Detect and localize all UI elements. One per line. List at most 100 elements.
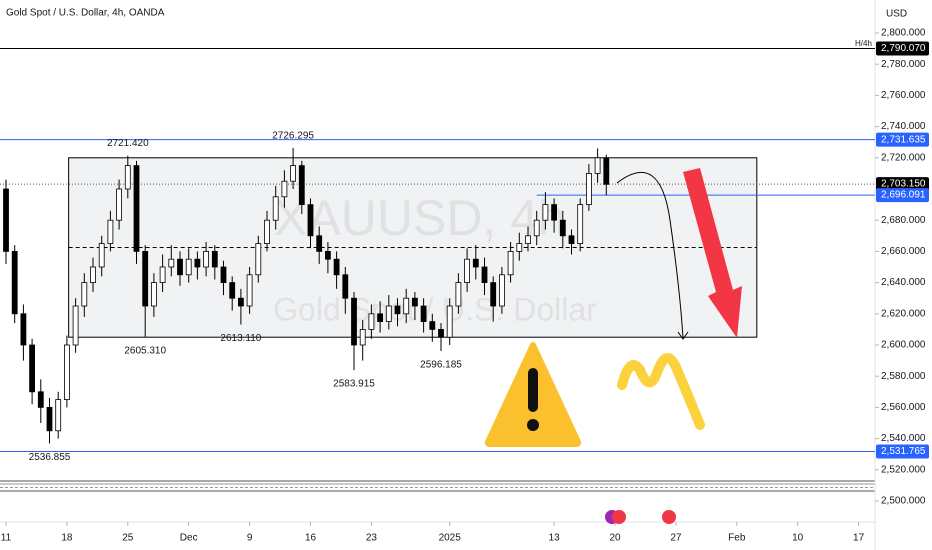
interval-label: H/4h [855, 39, 872, 48]
candle-body [194, 258, 201, 268]
candle-body [11, 250, 18, 315]
candle-body [133, 165, 140, 252]
candle-body [403, 297, 410, 315]
candle-body [255, 243, 262, 276]
price-annotation: 2583.915 [333, 379, 375, 390]
x-tick-label: 20 [609, 533, 621, 544]
level-label-box [876, 177, 929, 192]
price-annotation: 2721.420 [107, 138, 149, 149]
y-tick-label: 2,800.000 [881, 28, 926, 39]
y-tick-label: 2,600.000 [881, 340, 926, 351]
x-tick-label: 10 [792, 533, 804, 544]
candle-body [316, 235, 323, 252]
x-tick-label: 16 [305, 533, 317, 544]
candle-body [429, 321, 436, 330]
candle-body [586, 172, 592, 205]
candle-body [559, 219, 566, 237]
candle-body [342, 274, 349, 299]
x-tick-label: Dec [180, 533, 198, 544]
candle-body [46, 406, 53, 432]
y-tick-label: 2,640.000 [881, 277, 926, 288]
y-tick-label: 2,760.000 [881, 90, 926, 101]
candle-body [107, 219, 114, 244]
candle-body [185, 258, 192, 276]
x-tick-label: 27 [670, 533, 682, 544]
candle-body [246, 274, 253, 307]
x-tick-label: 18 [61, 533, 73, 544]
price-annotation: 2596.185 [420, 360, 462, 371]
candle-body [281, 180, 288, 198]
candle-body [603, 157, 610, 185]
candle-body [90, 266, 96, 284]
candle-body [542, 204, 549, 221]
candle-body [150, 282, 157, 307]
candle-body [516, 243, 523, 252]
y-tick-label: 2,500.000 [881, 496, 926, 507]
candle-body [29, 344, 36, 393]
candle-body [220, 266, 227, 284]
candle-body [472, 258, 479, 268]
candle-body [64, 344, 70, 400]
y-tick-label: 2,520.000 [881, 464, 926, 475]
candle-body [594, 157, 601, 174]
y-tick-label: 2,680.000 [881, 215, 926, 226]
candle-body [324, 250, 331, 260]
level-label: 2,731.635 [881, 134, 926, 145]
level-label-box [876, 188, 929, 203]
level-label-box [876, 132, 929, 147]
y-tick-label: 2,540.000 [881, 433, 926, 444]
candle-body [298, 165, 305, 206]
curved-arrow [616, 172, 684, 339]
level-label-box [876, 41, 929, 56]
candle-body [446, 305, 453, 338]
watermark-symbol: XAUUSD, 4h [274, 190, 566, 246]
x-tick-label: 9 [247, 533, 253, 544]
level-label: 2,696.091 [881, 190, 926, 201]
candle-body [481, 266, 488, 284]
candle-body [159, 266, 166, 284]
candle-body [55, 399, 62, 432]
candle-body [507, 250, 514, 276]
x-tick-label: 11 [1, 533, 12, 544]
event-icon [662, 510, 676, 524]
candle-body [81, 282, 88, 307]
candle-body [229, 282, 236, 299]
x-tick-label: 17 [853, 533, 865, 544]
currency: USD [886, 9, 907, 20]
candle-body [237, 297, 244, 307]
candle-body [490, 282, 497, 307]
y-tick-label: 2,740.000 [881, 121, 926, 132]
candle-body [264, 219, 270, 244]
candle-body [20, 313, 27, 346]
price-annotation: 2536.855 [29, 452, 71, 463]
candle-body [498, 274, 505, 307]
y-tick-label: 2,720.000 [881, 152, 926, 163]
candle-body [394, 305, 401, 315]
candle-body [568, 235, 575, 245]
curved-arrow-head [677, 331, 689, 340]
candle-body [72, 305, 79, 346]
candle-body [551, 204, 557, 221]
price-annotation: 2613.110 [220, 333, 261, 344]
candle-body [351, 297, 357, 346]
x-tick-label: Feb [728, 533, 746, 544]
x-tick-label: 13 [549, 533, 561, 544]
x-tick-label: 23 [366, 533, 378, 544]
candle-body [333, 258, 340, 276]
candle-body [368, 313, 375, 330]
candle-body [307, 204, 314, 237]
candle-body [203, 250, 210, 268]
level-label: 2,531.765 [881, 446, 926, 457]
y-tick-label: 2,580.000 [881, 371, 926, 382]
candle-body [385, 305, 392, 323]
level-label: 2,790.070 [881, 43, 926, 54]
candle-body [168, 258, 175, 268]
candle-body [3, 188, 9, 252]
candle-body [455, 282, 462, 307]
y-tick-label: 2,660.000 [881, 246, 926, 257]
candle-body [124, 165, 131, 190]
yellow-scribble [617, 353, 705, 430]
red-arrow [683, 168, 742, 338]
warning-bar [528, 368, 538, 412]
